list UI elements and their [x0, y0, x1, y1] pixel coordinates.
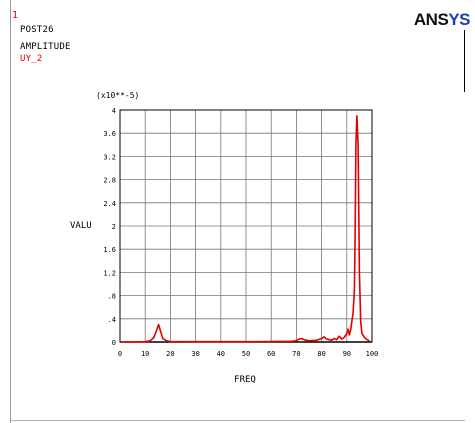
- x-tick-label: 0: [118, 350, 122, 358]
- y-tick-label: 2.4: [103, 200, 116, 208]
- grid-layer: [119, 109, 373, 343]
- mode-label: AMPLITUDE: [20, 42, 71, 52]
- y-axis-title: VALU: [70, 221, 92, 231]
- y-tick-label: .8: [108, 293, 116, 301]
- y-tick-label: 2: [112, 223, 116, 231]
- x-tick-label: 100: [366, 350, 379, 358]
- x-tick-label: 90: [343, 350, 351, 358]
- plot-window-left-border: [10, 0, 11, 423]
- y-tick-label: 0: [112, 339, 116, 347]
- amplitude-curve: [120, 115, 370, 343]
- x-tick-label: 40: [217, 350, 225, 358]
- y-tick-label: .4: [108, 316, 116, 324]
- label-layer: (x10**-5) VALU FREQ 0 10 20 30 40 50 60 70 80 90 1…: [70, 91, 378, 385]
- ansys-logo: ANSYS: [413, 10, 471, 30]
- x-tick-label: 10: [141, 350, 149, 358]
- y-tick-label: 2.8: [103, 177, 116, 185]
- logo-divider: [464, 30, 465, 92]
- y-tick-label: 1.6: [103, 246, 116, 254]
- x-tick-label: 30: [191, 350, 199, 358]
- y-tick-label: 1.2: [103, 269, 116, 277]
- x-tick-label: 70: [292, 350, 300, 358]
- plot-window-bottom-border: [10, 420, 465, 421]
- x-tick-label: 80: [317, 350, 325, 358]
- y-tick-label: 3.6: [103, 130, 116, 138]
- x-tick-label: 60: [267, 350, 275, 358]
- logo-prefix: ANS: [413, 10, 449, 29]
- window-number: 1: [12, 10, 19, 21]
- program-label: POST26: [20, 25, 54, 35]
- variable-label: UY_2: [20, 54, 43, 64]
- x-tick-label: 50: [242, 350, 250, 358]
- logo-suffix: YS: [448, 10, 470, 29]
- y-tick-label: 4: [112, 107, 116, 115]
- y-tick-label: 3.2: [103, 153, 116, 161]
- x-axis-title: FREQ: [234, 375, 256, 385]
- x-tick-label: 20: [166, 350, 174, 358]
- curve-layer: [120, 115, 370, 343]
- y-axis-multiplier: (x10**-5): [96, 91, 139, 100]
